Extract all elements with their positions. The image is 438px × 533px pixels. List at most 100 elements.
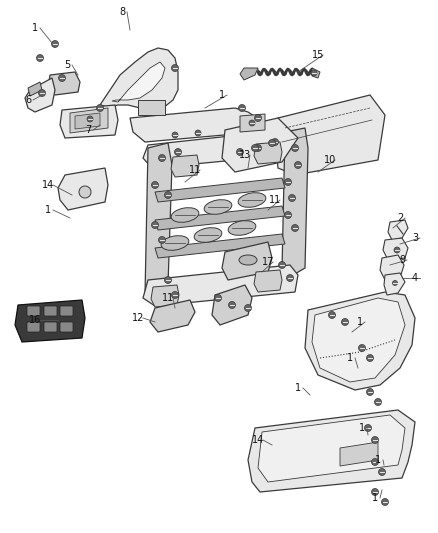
Circle shape (152, 182, 159, 189)
Text: 2: 2 (397, 213, 403, 223)
Text: 16: 16 (29, 315, 41, 325)
Polygon shape (340, 442, 378, 466)
Polygon shape (48, 72, 80, 95)
Polygon shape (312, 68, 320, 78)
Text: 1: 1 (347, 353, 353, 363)
Circle shape (367, 354, 374, 361)
Ellipse shape (161, 236, 189, 251)
Circle shape (371, 489, 378, 496)
Polygon shape (254, 270, 282, 292)
Circle shape (244, 304, 251, 311)
Text: 11: 11 (162, 293, 174, 303)
Circle shape (285, 179, 292, 185)
FancyBboxPatch shape (27, 306, 40, 316)
Circle shape (79, 186, 91, 198)
Circle shape (159, 155, 166, 161)
Text: 8: 8 (119, 7, 125, 17)
Text: 1: 1 (359, 423, 365, 433)
Circle shape (165, 277, 172, 284)
Polygon shape (240, 114, 265, 132)
Polygon shape (75, 113, 100, 129)
Circle shape (52, 41, 59, 47)
Polygon shape (58, 168, 108, 210)
Polygon shape (100, 48, 178, 110)
Text: 4: 4 (412, 273, 418, 283)
Polygon shape (143, 265, 298, 306)
Polygon shape (258, 415, 405, 482)
Circle shape (328, 311, 336, 319)
Circle shape (215, 295, 222, 302)
Polygon shape (25, 78, 55, 112)
Circle shape (152, 222, 159, 229)
Circle shape (172, 292, 179, 298)
Polygon shape (384, 273, 405, 295)
Text: 13: 13 (239, 150, 251, 160)
Circle shape (292, 144, 299, 151)
Polygon shape (143, 130, 295, 168)
Circle shape (289, 195, 296, 201)
Polygon shape (212, 285, 252, 325)
Ellipse shape (238, 193, 266, 207)
Circle shape (371, 437, 378, 443)
Polygon shape (151, 285, 179, 307)
FancyBboxPatch shape (60, 322, 73, 332)
Polygon shape (155, 178, 285, 202)
Polygon shape (150, 300, 195, 332)
Polygon shape (248, 410, 415, 492)
Polygon shape (305, 292, 415, 390)
Circle shape (268, 140, 276, 147)
FancyBboxPatch shape (60, 306, 73, 316)
Circle shape (378, 469, 385, 475)
Ellipse shape (194, 228, 222, 243)
Circle shape (239, 104, 246, 111)
Ellipse shape (228, 221, 256, 235)
Polygon shape (112, 62, 165, 102)
Circle shape (174, 149, 181, 156)
Text: 6: 6 (25, 95, 31, 105)
Polygon shape (380, 255, 404, 280)
Circle shape (59, 75, 66, 82)
Circle shape (311, 70, 317, 76)
Circle shape (87, 116, 93, 122)
Polygon shape (312, 298, 405, 382)
Text: 5: 5 (64, 60, 70, 70)
Text: 1: 1 (219, 90, 225, 100)
Ellipse shape (204, 200, 232, 214)
Circle shape (371, 458, 378, 465)
Polygon shape (282, 128, 308, 278)
Polygon shape (60, 105, 118, 138)
Text: 1: 1 (372, 493, 378, 503)
Polygon shape (222, 118, 298, 172)
Circle shape (285, 212, 292, 219)
Polygon shape (155, 206, 285, 230)
Circle shape (358, 344, 365, 351)
Polygon shape (254, 142, 282, 164)
Circle shape (237, 149, 244, 156)
Text: 15: 15 (312, 50, 324, 60)
Circle shape (96, 104, 103, 111)
Polygon shape (222, 242, 272, 280)
Circle shape (195, 130, 201, 136)
Circle shape (36, 54, 43, 61)
Polygon shape (275, 95, 385, 175)
Circle shape (159, 237, 166, 244)
Text: 9: 9 (399, 255, 405, 265)
Circle shape (39, 90, 46, 96)
Circle shape (229, 302, 236, 309)
Circle shape (342, 319, 349, 326)
Polygon shape (171, 155, 199, 177)
Circle shape (286, 274, 293, 281)
Polygon shape (388, 220, 408, 240)
Circle shape (254, 144, 261, 151)
FancyBboxPatch shape (44, 306, 57, 316)
Circle shape (165, 191, 172, 198)
Polygon shape (155, 234, 285, 258)
Ellipse shape (171, 208, 199, 222)
Circle shape (364, 424, 371, 432)
Circle shape (172, 64, 179, 71)
Circle shape (381, 498, 389, 505)
Ellipse shape (239, 255, 257, 265)
Circle shape (251, 144, 258, 151)
Text: 1: 1 (45, 205, 51, 215)
Polygon shape (15, 300, 85, 342)
